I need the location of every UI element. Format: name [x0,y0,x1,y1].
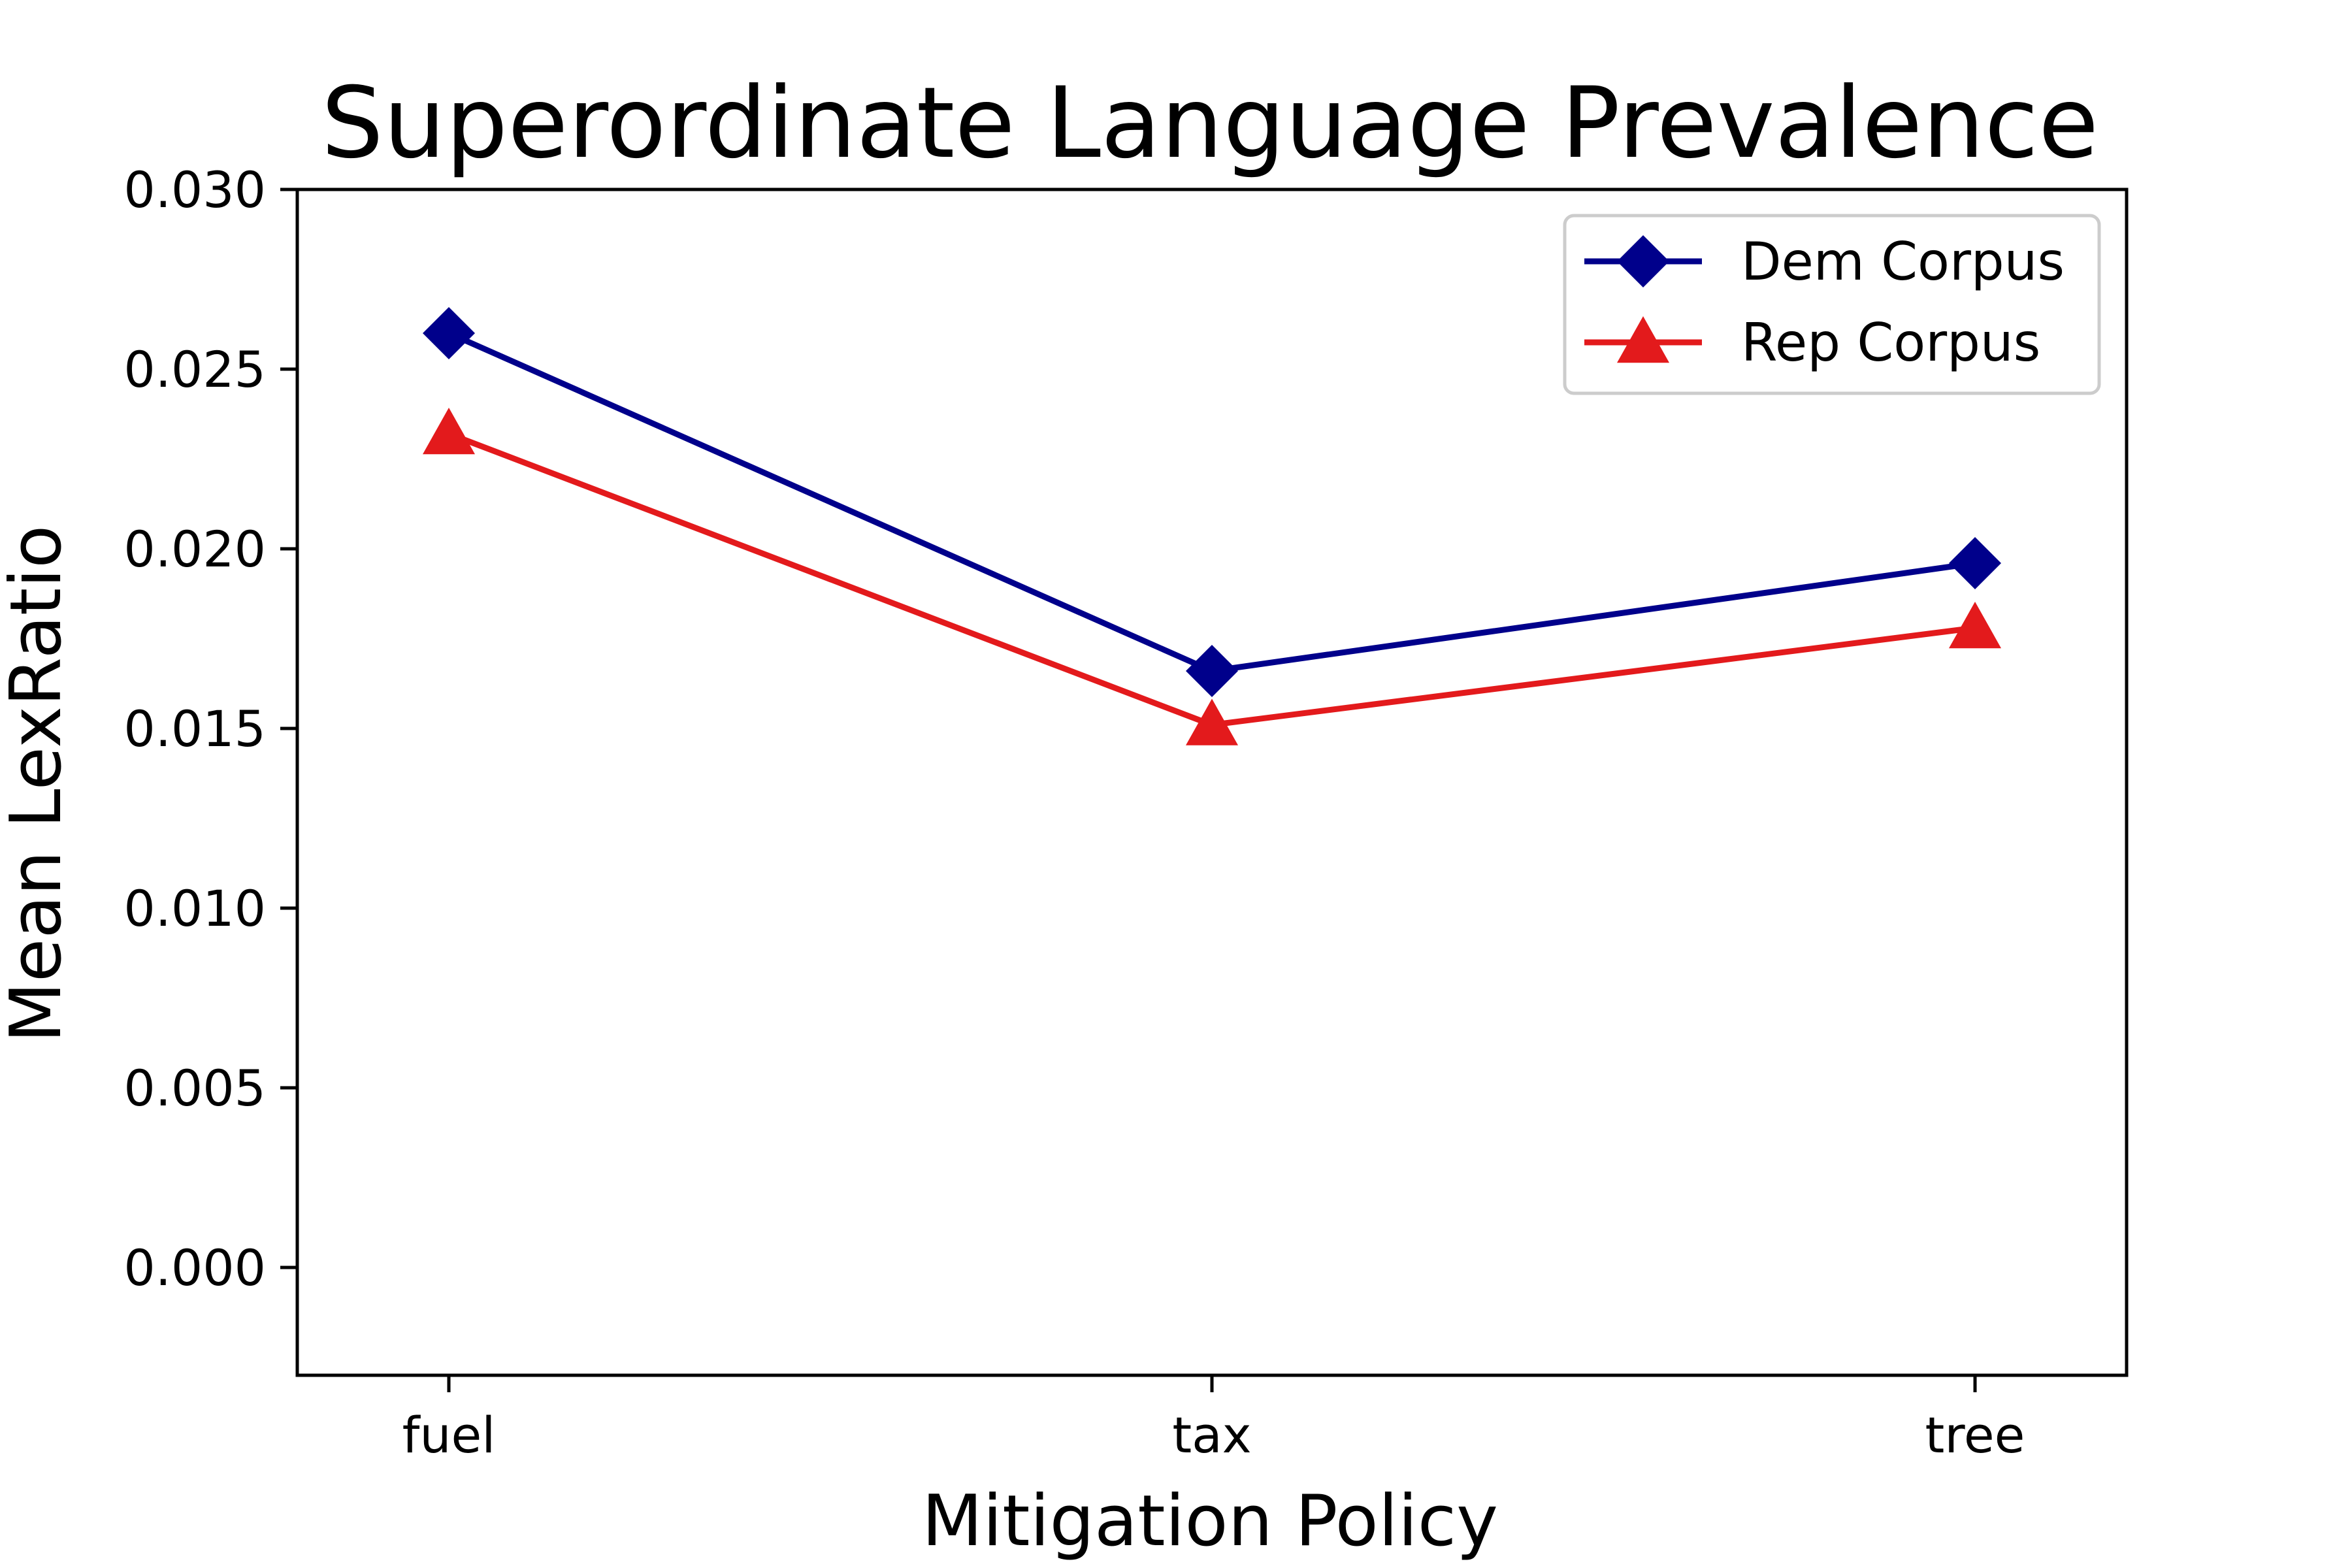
y-tick-label: 0.025 [123,340,266,399]
legend-marker [1617,316,1669,363]
plot-frame [295,188,2129,1377]
data-point-dem-corpus [1949,537,2001,589]
x-axis-ticks: fuel tax tree [402,1375,2025,1464]
y-tick-label: 0.000 [123,1239,266,1297]
y-tick-label: 0.010 [123,879,266,938]
data-point-dem-corpus [1186,645,1238,697]
legend-marker [1617,235,1669,287]
series-layer [423,307,2001,745]
legend-label: Dem Corpus [1741,231,2065,292]
x-tick-label: tree [1925,1406,2025,1464]
y-tick-label: 0.020 [123,520,266,578]
x-tick-label: fuel [402,1406,496,1464]
y-axis-ticks: 0.000 0.005 0.010 0.015 0.020 0.025 0.030 [123,161,297,1297]
x-tick-label: tax [1172,1406,1251,1464]
legend: Dem Corpus Rep Corpus [1563,214,2101,395]
y-tick-label: 0.005 [123,1059,266,1117]
data-point-rep-corpus [1949,602,2001,649]
data-point-rep-corpus [1186,698,1238,745]
data-point-rep-corpus [423,408,475,455]
data-point-dem-corpus [423,307,475,359]
legend-label: Rep Corpus [1741,312,2040,373]
x-axis-label: Mitigation Policy [922,1480,1498,1562]
y-axis-label: Mean LexRatio [0,525,77,1043]
y-tick-label: 0.030 [123,161,266,219]
chart-title: Superordinate Language Prevalence [321,67,2099,180]
y-tick-label: 0.015 [123,700,266,758]
